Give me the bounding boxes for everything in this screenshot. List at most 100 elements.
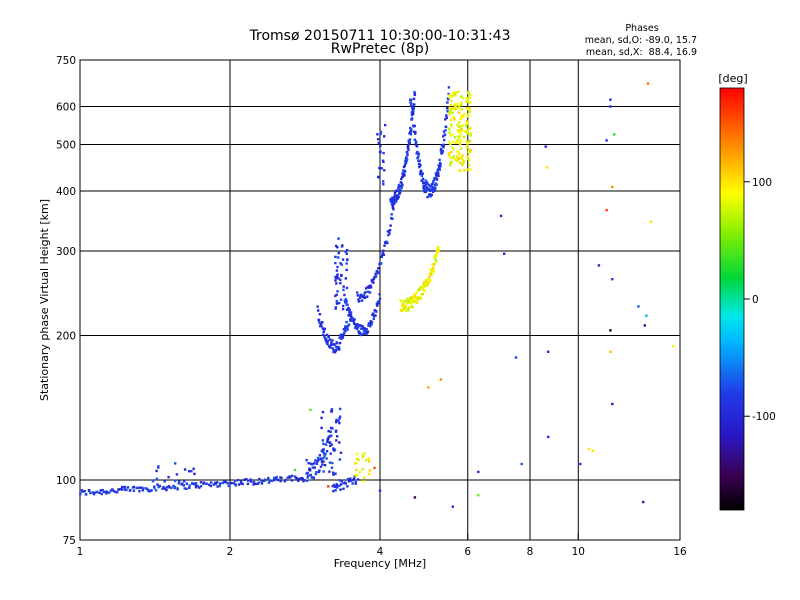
data-point bbox=[161, 487, 164, 490]
data-point bbox=[469, 148, 472, 152]
data-point bbox=[423, 189, 426, 192]
data-point bbox=[352, 477, 356, 481]
data-point bbox=[369, 320, 372, 323]
data-point bbox=[318, 321, 321, 324]
data-point bbox=[191, 481, 194, 485]
data-point bbox=[214, 482, 218, 485]
data-point bbox=[232, 481, 235, 485]
data-point bbox=[252, 483, 255, 486]
data-point bbox=[411, 111, 415, 115]
data-point bbox=[315, 471, 318, 474]
data-point bbox=[421, 179, 424, 182]
data-point bbox=[323, 335, 326, 339]
data-point bbox=[421, 172, 424, 175]
data-point bbox=[333, 448, 337, 451]
data-point bbox=[158, 484, 162, 488]
data-point bbox=[397, 183, 401, 187]
data-point bbox=[306, 476, 309, 479]
data-point bbox=[132, 485, 135, 489]
data-point bbox=[234, 479, 237, 482]
y-tick-label: 400 bbox=[56, 186, 76, 198]
data-point bbox=[457, 151, 460, 154]
data-point bbox=[461, 129, 464, 132]
colorbar-tick-label: 100 bbox=[752, 177, 772, 189]
data-point bbox=[422, 281, 426, 285]
data-point bbox=[377, 175, 380, 179]
data-point bbox=[423, 289, 427, 293]
data-point bbox=[454, 91, 457, 94]
data-point bbox=[382, 183, 385, 186]
data-point bbox=[301, 477, 305, 481]
colorbar-ticks: 100 0 -100 bbox=[744, 177, 776, 423]
data-point bbox=[322, 329, 326, 332]
data-point bbox=[362, 332, 365, 335]
data-point bbox=[358, 299, 361, 303]
data-point bbox=[463, 112, 466, 116]
data-point bbox=[448, 113, 451, 116]
data-point bbox=[153, 485, 156, 488]
data-point bbox=[411, 109, 414, 112]
data-point bbox=[377, 271, 381, 274]
data-point bbox=[317, 470, 321, 474]
data-point bbox=[369, 286, 373, 289]
data-point bbox=[321, 450, 325, 453]
data-point bbox=[427, 386, 430, 389]
data-point bbox=[327, 345, 331, 348]
data-point bbox=[166, 486, 169, 489]
data-point bbox=[335, 269, 339, 272]
data-point bbox=[314, 472, 318, 476]
data-point bbox=[402, 299, 405, 303]
data-point bbox=[410, 111, 413, 114]
data-point bbox=[194, 484, 197, 487]
data-point bbox=[448, 154, 451, 157]
data-point bbox=[354, 462, 357, 465]
data-point bbox=[193, 482, 196, 486]
data-point bbox=[335, 439, 338, 442]
data-point bbox=[454, 158, 457, 161]
data-point bbox=[369, 325, 372, 328]
data-point bbox=[320, 416, 323, 420]
data-point bbox=[337, 277, 340, 280]
data-point bbox=[609, 329, 612, 332]
data-point bbox=[439, 378, 443, 381]
data-point bbox=[303, 479, 306, 482]
data-point bbox=[428, 193, 431, 196]
data-point bbox=[355, 468, 358, 472]
data-point bbox=[237, 483, 241, 486]
data-point bbox=[177, 482, 180, 485]
data-point bbox=[418, 159, 421, 162]
data-point bbox=[144, 487, 148, 490]
data-point bbox=[381, 253, 384, 257]
data-point bbox=[459, 128, 462, 131]
data-point bbox=[459, 147, 463, 150]
data-point bbox=[345, 249, 349, 252]
data-point bbox=[339, 483, 343, 486]
data-point bbox=[322, 470, 325, 473]
data-point bbox=[332, 349, 335, 353]
data-point bbox=[212, 483, 215, 486]
data-point bbox=[421, 177, 425, 180]
data-point bbox=[114, 490, 117, 494]
data-point bbox=[376, 300, 379, 304]
data-point bbox=[455, 103, 458, 106]
data-point bbox=[311, 463, 314, 466]
data-point bbox=[415, 291, 418, 295]
data-point bbox=[338, 415, 342, 418]
data-point bbox=[138, 486, 141, 489]
data-point bbox=[453, 136, 457, 139]
data-point bbox=[224, 480, 227, 483]
data-point bbox=[364, 329, 367, 332]
data-point bbox=[243, 478, 246, 481]
data-point bbox=[514, 356, 518, 359]
data-point bbox=[450, 160, 454, 164]
data-point bbox=[363, 476, 366, 479]
data-point bbox=[170, 486, 173, 490]
data-point bbox=[334, 489, 337, 492]
data-point bbox=[429, 268, 432, 271]
data-point bbox=[448, 96, 451, 99]
x-tick-label: 10 bbox=[572, 546, 585, 558]
data-point bbox=[328, 470, 331, 473]
data-point bbox=[357, 330, 360, 333]
data-point bbox=[468, 101, 472, 104]
data-point bbox=[101, 488, 104, 492]
